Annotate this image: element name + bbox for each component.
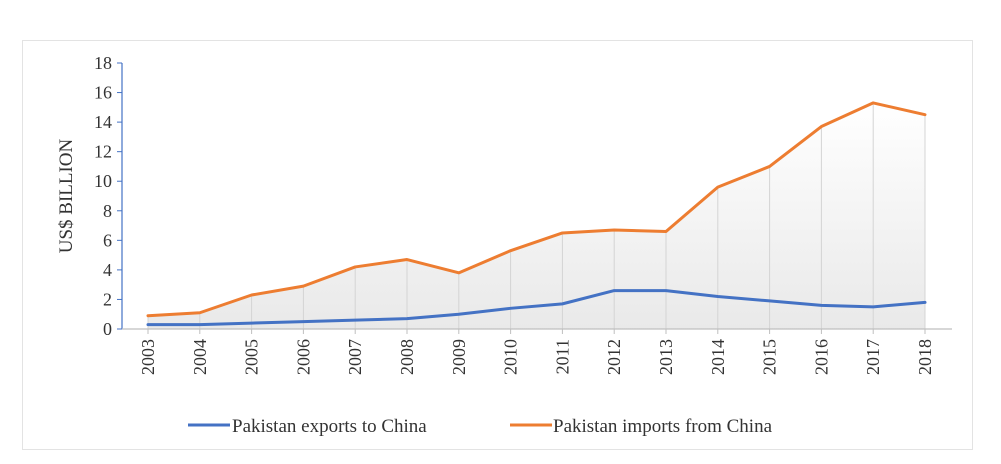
x-tick-label: 2006 — [293, 339, 313, 375]
y-tick-label: 8 — [103, 201, 112, 221]
x-tick-label: 2014 — [708, 339, 728, 375]
legend-label: Pakistan exports to China — [232, 416, 427, 437]
x-tick-label: 2005 — [242, 339, 262, 375]
x-axis-ticks: 2003 2004 2005 2006 2007 2008 2009 2010 2011 2012… — [138, 329, 935, 375]
x-tick-label: 2017 — [863, 339, 883, 375]
y-axis-ticks: 0 2 4 6 8 10 12 14 16 18 — [94, 53, 122, 339]
x-tick-label: 2016 — [811, 339, 831, 375]
x-tick-label: 2004 — [190, 339, 210, 375]
y-tick-label: 12 — [94, 142, 112, 162]
series-line-exports — [146, 289, 927, 327]
legend: Pakistan exports to China Pakistan import… — [188, 416, 773, 437]
y-tick-label: 2 — [103, 289, 112, 309]
y-tick-label: 16 — [94, 83, 112, 103]
series-line-imports — [146, 101, 927, 318]
x-tick-label: 2008 — [397, 339, 417, 375]
legend-label: Pakistan imports from China — [553, 416, 773, 437]
y-tick-label: 0 — [103, 319, 112, 339]
drop-lines — [147, 102, 926, 329]
x-tick-label: 2018 — [915, 339, 935, 375]
x-tick-label: 2012 — [604, 339, 624, 375]
y-tick-label: 14 — [94, 112, 112, 132]
x-tick-label: 2015 — [760, 339, 780, 375]
x-tick-label: 2011 — [552, 339, 572, 374]
y-tick-label: 4 — [103, 260, 112, 280]
axes — [121, 63, 952, 330]
x-tick-label: 2009 — [449, 339, 469, 375]
x-tick-label: 2007 — [345, 339, 365, 375]
series-lines — [146, 101, 927, 327]
y-tick-label: 18 — [94, 53, 112, 73]
y-tick-label: 10 — [94, 171, 112, 191]
x-tick-label: 2013 — [656, 339, 676, 375]
x-tick-label: 2003 — [138, 339, 158, 375]
y-tick-label: 6 — [103, 230, 112, 250]
x-tick-label: 2010 — [501, 339, 521, 375]
y-axis-title: US$ BILLION — [56, 138, 77, 253]
